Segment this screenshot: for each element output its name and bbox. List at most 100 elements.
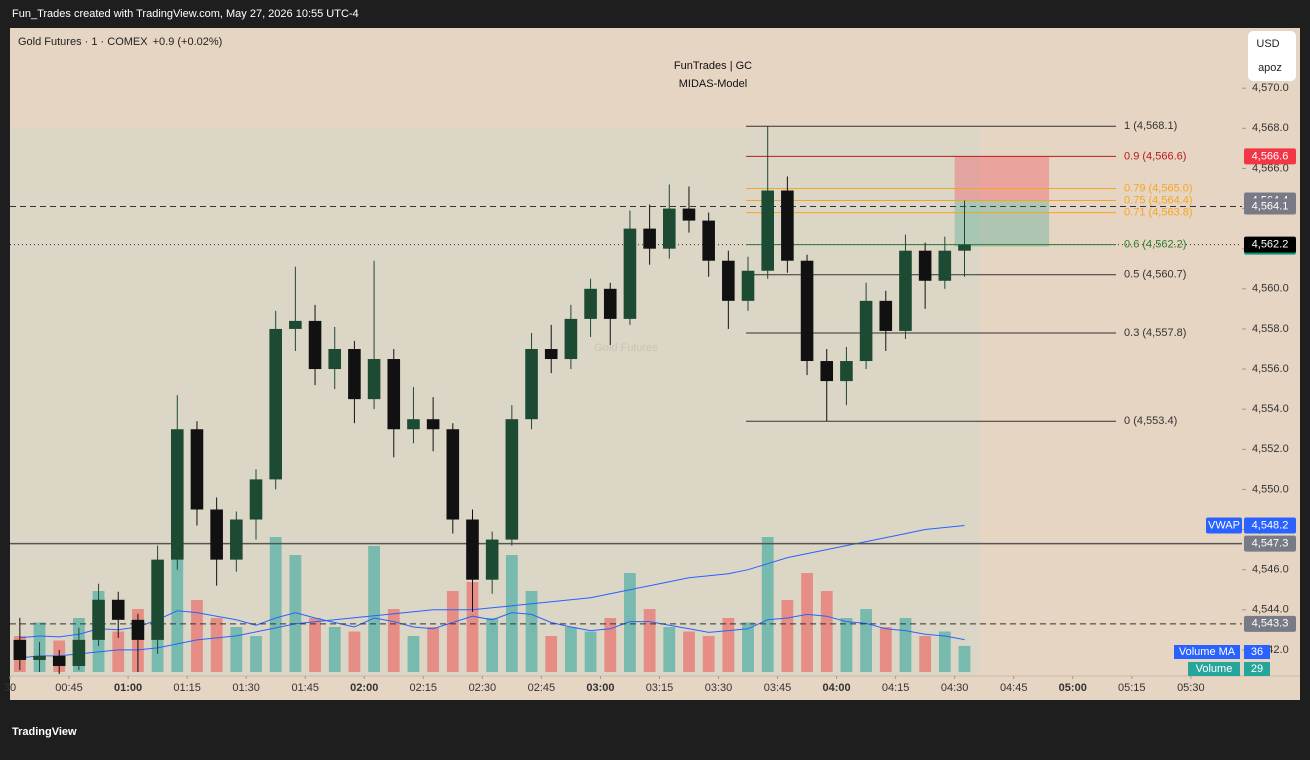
x-tick-label: 30 — [4, 682, 16, 694]
candle-body — [722, 260, 735, 301]
volume-value: 36 — [1251, 646, 1263, 658]
volume-bar — [781, 600, 794, 672]
chart-title: FunTrades | GC — [674, 60, 752, 72]
volume-bar — [722, 618, 735, 672]
vwap-line — [19, 525, 965, 659]
vwap-value-label-box — [1244, 517, 1296, 534]
candle-body — [426, 419, 440, 430]
volume-bar — [958, 645, 971, 672]
volume-bar — [860, 609, 873, 672]
candle-body — [387, 359, 401, 430]
vwap-value-label: 4,548.2 — [1252, 519, 1289, 531]
volume-bar — [191, 600, 203, 672]
volume-bar — [269, 537, 282, 672]
candle-body — [367, 359, 381, 400]
volume-value: 29 — [1251, 663, 1263, 675]
y-tick-label: 4,552.0 — [1252, 443, 1289, 455]
candle-body — [505, 419, 519, 540]
volume-bar — [368, 546, 380, 672]
volume-bar — [112, 631, 125, 672]
candle-body — [938, 250, 952, 281]
volume-bar — [309, 618, 321, 672]
y-tick-label: 4,546.0 — [1252, 564, 1289, 576]
volume-bar — [663, 627, 676, 672]
candle-body — [682, 208, 696, 221]
volume-ma-line — [19, 610, 965, 641]
y-tick-label: 4,570.0 — [1252, 82, 1289, 94]
candle-body — [820, 361, 834, 382]
x-tick-label: 01:15 — [173, 682, 201, 694]
candle-body — [170, 429, 184, 560]
hline-label: 4,547.3 — [1252, 537, 1289, 549]
volume-bar — [466, 582, 479, 672]
candle-body — [662, 208, 676, 249]
x-tick-label: 03:30 — [705, 682, 733, 694]
fib-label: 0.79 (4,565.0) — [1124, 182, 1193, 194]
candle-body — [289, 320, 302, 329]
volume-bar — [801, 573, 813, 672]
candle-body — [308, 320, 322, 370]
candle-body — [584, 288, 597, 319]
x-tick-label: 05:00 — [1059, 682, 1087, 694]
candle-body — [269, 328, 282, 480]
volume-bar — [250, 636, 262, 672]
candle-body — [230, 519, 243, 560]
candle-body — [72, 639, 86, 666]
y-tick-label: 4,556.0 — [1252, 363, 1289, 375]
candle-body — [702, 220, 715, 261]
x-tick-label: 01:30 — [232, 682, 260, 694]
volume-bar — [564, 627, 577, 672]
y-tick-label: 4,558.0 — [1252, 323, 1289, 335]
y-tick-label: 4,550.0 — [1252, 483, 1289, 495]
candle-body — [603, 288, 617, 319]
candle-body — [840, 361, 853, 382]
candle-body — [13, 639, 27, 660]
volume-bar — [840, 618, 853, 672]
symbol: Gold Futures · 1 · COMEX — [18, 36, 148, 48]
candle-body — [151, 559, 164, 640]
y-tick-label: 4,568.0 — [1252, 122, 1289, 134]
y-tick-label: 4,544.0 — [1252, 604, 1289, 616]
position-stop-zone — [954, 156, 1050, 201]
hline-label: 4,564.1 — [1252, 200, 1289, 212]
candle-body — [741, 270, 755, 301]
candle-body — [210, 509, 223, 560]
currency-box[interactable] — [1248, 31, 1296, 81]
fib-label: 0.9 (4,566.6) — [1124, 150, 1186, 162]
candle-body — [525, 348, 538, 420]
volume-bar — [446, 591, 459, 672]
candle-body — [623, 228, 637, 319]
volume-name: Volume — [1196, 663, 1233, 675]
vwap-name-label-box — [1206, 517, 1242, 534]
volume-bar — [486, 618, 499, 672]
watermark: Gold Futures — [594, 342, 658, 354]
fib-label: 0 (4,553.4) — [1124, 415, 1177, 427]
candle-body — [899, 250, 912, 331]
footer-brand: TradingView — [12, 726, 77, 738]
volume-bar — [879, 627, 892, 672]
candle-body — [407, 419, 420, 430]
volume-bar — [387, 609, 400, 672]
candle-body — [781, 190, 794, 261]
volume-bar — [289, 555, 302, 672]
x-tick-label: 05:30 — [1177, 682, 1205, 694]
candle-body — [544, 348, 558, 360]
volume-bar — [210, 618, 223, 672]
fib-label: 0.3 (4,557.8) — [1124, 327, 1186, 339]
header-text: Fun_Trades created with TradingView.com,… — [12, 8, 359, 20]
candle-body — [131, 619, 145, 640]
x-tick-label: 05:15 — [1118, 682, 1146, 694]
hline-label-box — [1244, 535, 1296, 552]
x-tick-label: 03:00 — [586, 682, 614, 694]
candle-body — [466, 519, 479, 580]
volume-bar — [919, 636, 932, 672]
volume-bar — [584, 631, 597, 672]
stop-label-box — [1244, 148, 1296, 165]
x-tick-label: 04:15 — [882, 682, 910, 694]
fib-label: 0.6 (4,562.2) — [1124, 239, 1186, 251]
hline-label-box — [1244, 198, 1296, 215]
x-tick-label: 02:00 — [350, 682, 378, 694]
volume-bar — [820, 591, 833, 672]
vwap-name-label: VWAP — [1208, 519, 1240, 531]
